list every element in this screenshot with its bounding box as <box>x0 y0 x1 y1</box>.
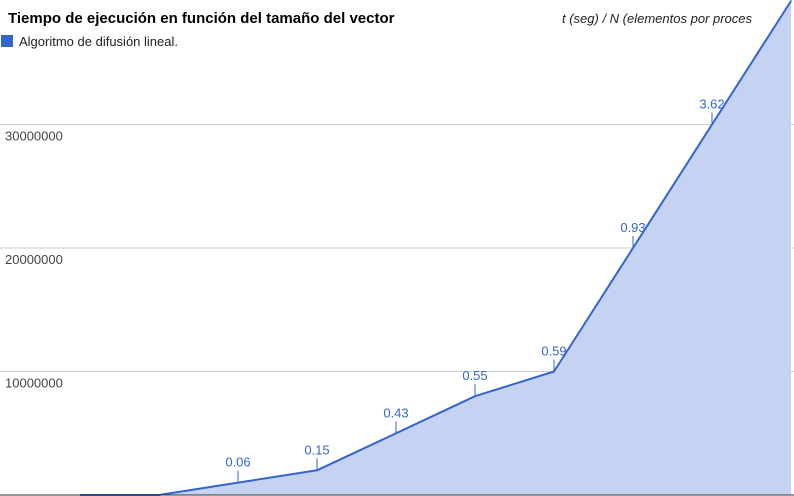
data-label: 0.55 <box>462 368 487 383</box>
data-labels: 0.060.150.430.550.590.933.621.01 <box>225 97 724 470</box>
data-label: 0.93 <box>620 220 645 235</box>
x-axis-label: t (seg) / N (elementos por proces <box>562 11 753 26</box>
data-label: 0.15 <box>304 442 329 457</box>
y-axis-ticks: 10000000 20000000 30000000 <box>5 129 63 391</box>
legend-swatch <box>1 35 13 47</box>
y-tick-label: 20000000 <box>5 252 63 267</box>
legend-label: Algoritmo de difusión lineal. <box>19 34 178 49</box>
data-label: 0.59 <box>541 344 566 359</box>
y-tick-label: 30000000 <box>5 129 63 144</box>
data-label: 3.62 <box>699 97 724 112</box>
series-line <box>80 0 792 496</box>
chart-title: Tiempo de ejecución en función del tamañ… <box>8 10 395 27</box>
y-tick-label: 10000000 <box>5 376 63 391</box>
series-area <box>80 1 791 495</box>
point-markers <box>237 0 792 483</box>
data-label: 0.43 <box>383 405 408 420</box>
data-label: 0.06 <box>225 455 250 470</box>
